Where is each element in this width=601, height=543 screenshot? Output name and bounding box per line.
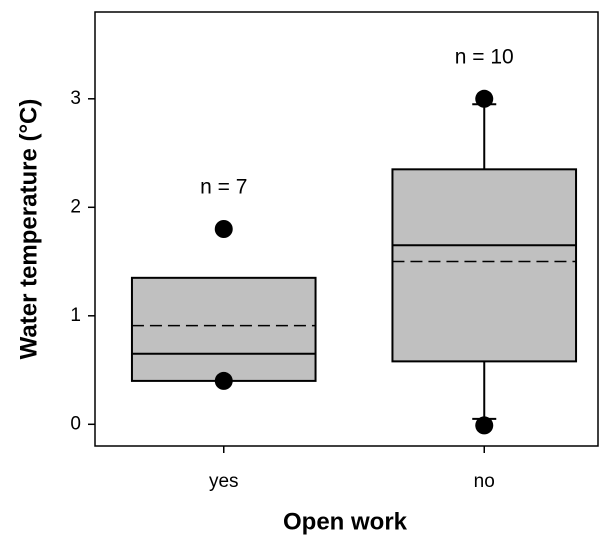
y-axis-title: Water temperature (°C) <box>15 99 42 360</box>
y-tick-label: 1 <box>70 305 81 326</box>
outlier <box>214 371 233 390</box>
plot-frame <box>94 11 599 447</box>
x-tick-label: no <box>474 471 495 492</box>
y-tick-label: 2 <box>70 196 81 217</box>
y-tick-label: 3 <box>70 88 81 109</box>
x-tick-label: yes <box>209 471 239 492</box>
box <box>391 168 578 363</box>
annotation: n = 7 <box>200 176 247 199</box>
outlier <box>475 89 494 108</box>
box <box>130 276 317 382</box>
annotation: n = 10 <box>455 45 514 68</box>
outlier <box>214 220 233 238</box>
outlier <box>475 416 494 435</box>
y-tick-label: 0 <box>70 413 81 434</box>
x-axis-title: Open work <box>283 508 408 535</box>
